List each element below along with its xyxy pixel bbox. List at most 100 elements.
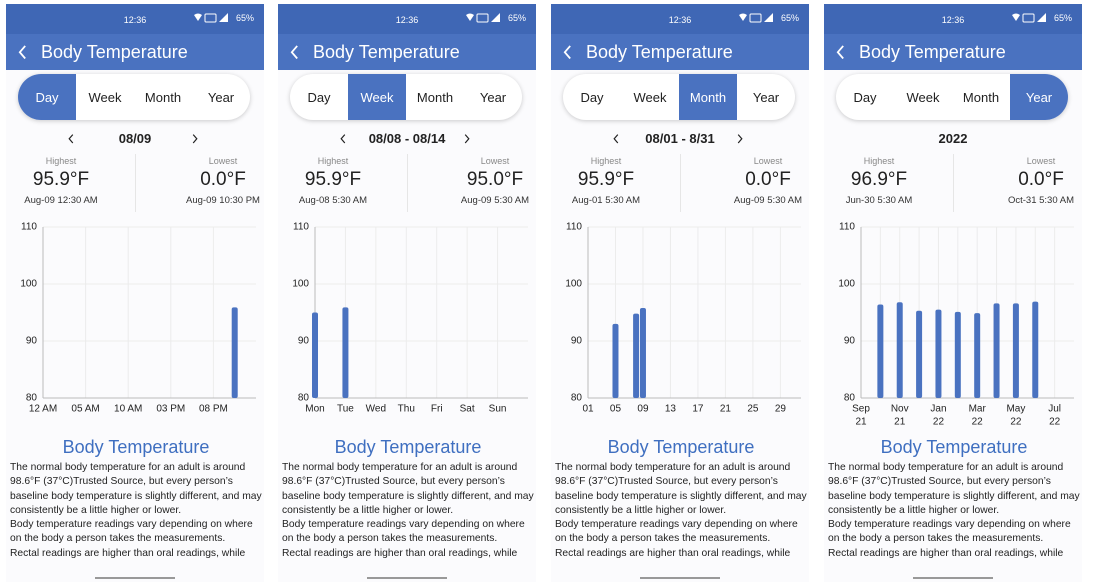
stat-time: Aug-08 5:30 AM [298,195,368,206]
chevron-r[interactable] [464,134,470,144]
y-tick-label: 100 [292,279,309,290]
bar [1012,303,1019,398]
battery: 65% [235,13,254,23]
tab[interactable]: Week [633,89,667,105]
article-paragraph: The normal body temperature for an adult… [10,462,262,516]
home-indicator [367,577,447,579]
status-icons [738,13,773,23]
stat-value: 95.0°F [466,169,524,190]
app-bar: Body Temperature [6,34,264,70]
chevron-l[interactable] [68,134,74,144]
bar [916,310,923,398]
home-indicator [640,577,720,579]
article: Body Temperature The normal body temperat… [10,437,262,561]
status-time: 12:36 [123,15,147,25]
battery: 65% [507,13,526,23]
article-paragraph: Body temperature readings vary depending… [828,519,1071,545]
chevron-l[interactable] [18,45,27,59]
app-bar: Body Temperature [278,34,536,70]
prev[interactable] [613,132,619,147]
x-tick-label: 08 PM [199,404,228,415]
stat-value: 0.0°F [745,169,791,190]
stat-time: Aug-09 5:30 AM [733,195,803,206]
stat-lowest: Lowest 95.0°F Aug-09 5:30 AM [440,156,536,206]
y-tick-label: 110 [566,222,582,233]
chevron-l[interactable] [613,134,619,144]
y-tick-label: 110 [21,222,37,233]
tab[interactable]: Day [853,89,877,105]
phone-screen: 12:36 65% Body Temperature Day Week Month Ye… [824,4,1082,582]
status-time: 12:36 [395,15,419,25]
bar [935,309,942,398]
tab[interactable]: Year [479,89,507,105]
tab[interactable]: Week [348,74,406,120]
chevron-l[interactable] [340,134,346,144]
chevron-l[interactable] [290,45,299,59]
divider [680,154,681,212]
stat-highest: Highest 96.9°F Jun-30 5:30 AM [824,156,934,206]
stat-lowest: Lowest 0.0°F Aug-09 10:30 PM [168,156,264,206]
status-right: 65% [1011,13,1072,23]
tab[interactable]: Year [207,89,235,105]
tab[interactable]: Week [88,89,122,105]
x-tick-label: Mar [969,404,987,415]
y-tick-label: 90 [298,336,310,347]
x-tick-label: 21 [720,404,732,415]
x-tick-label: 25 [747,404,759,415]
tab[interactable]: Month [679,74,737,120]
date-row: 08/08 - 08/14 [278,128,536,148]
prev[interactable] [340,132,346,147]
phone-screen: 12:36 65% Body Temperature Day Week Month Ye… [6,4,264,582]
next[interactable] [464,132,470,147]
stat-lowest: Lowest 0.0°F Oct-31 5:30 AM [986,156,1082,206]
chevron-r[interactable] [192,134,198,144]
tab[interactable]: Year [752,89,780,105]
tab[interactable]: Month [962,89,1000,105]
date-range: 08/08 - 08/14 [368,130,446,146]
chart: 80 90 100 110 Sep 21 Nov 21 Jan 22 Mar 22 May 22 Jul 22 [838,222,1074,428]
article-paragraph: Rectal readings are higher than oral rea… [282,547,518,559]
bar [633,313,640,398]
tab[interactable]: Week [906,89,940,105]
x-tick-label: 05 [610,404,622,415]
chevron-r[interactable] [737,134,743,144]
y-tick-label: 80 [26,393,38,404]
tab[interactable]: Year [1010,74,1068,120]
x-tick-label: 22 [972,417,984,428]
stat-value: 0.0°F [1018,169,1064,190]
prev[interactable] [68,132,74,147]
x-tick-label: Wed [366,404,386,415]
tab[interactable]: Day [580,89,604,105]
tab-bar: Day Week Month Year [290,74,522,120]
x-tick-label: 13 [665,404,677,415]
x-tick-label: May [1006,404,1025,415]
status-icons [465,13,500,23]
tab[interactable]: Month [144,89,182,105]
bar [231,307,238,398]
stat-value: 96.9°F [850,169,908,190]
x-tick-label: 22 [1010,417,1022,428]
status-icons [193,13,228,23]
next[interactable] [737,132,743,147]
tab[interactable]: Day [18,74,76,120]
x-tick-label: 21 [855,417,867,428]
y-tick-label: 100 [565,279,582,290]
stat-time: Aug-09 12:30 AM [24,195,98,206]
stat-highest: Highest 95.9°F Aug-09 12:30 AM [6,156,116,206]
stat-time: Aug-01 5:30 AM [571,195,641,206]
stat-value: 95.9°F [577,169,635,190]
stat-label: Lowest [753,156,783,166]
stat-label: Lowest [208,156,238,166]
tab[interactable]: Month [416,89,454,105]
date-range: 2022 [938,130,968,146]
x-tick-label: 05 AM [71,404,99,415]
chevron-l[interactable] [836,45,845,59]
x-tick-label: 03 PM [156,404,185,415]
y-tick-label: 90 [844,336,856,347]
next[interactable] [192,132,198,147]
chevron-l[interactable] [563,45,572,59]
y-tick-label: 110 [293,222,309,233]
tab[interactable]: Day [307,89,331,105]
status-bar: 12:36 65% [551,4,809,34]
home-indicator [95,577,175,579]
